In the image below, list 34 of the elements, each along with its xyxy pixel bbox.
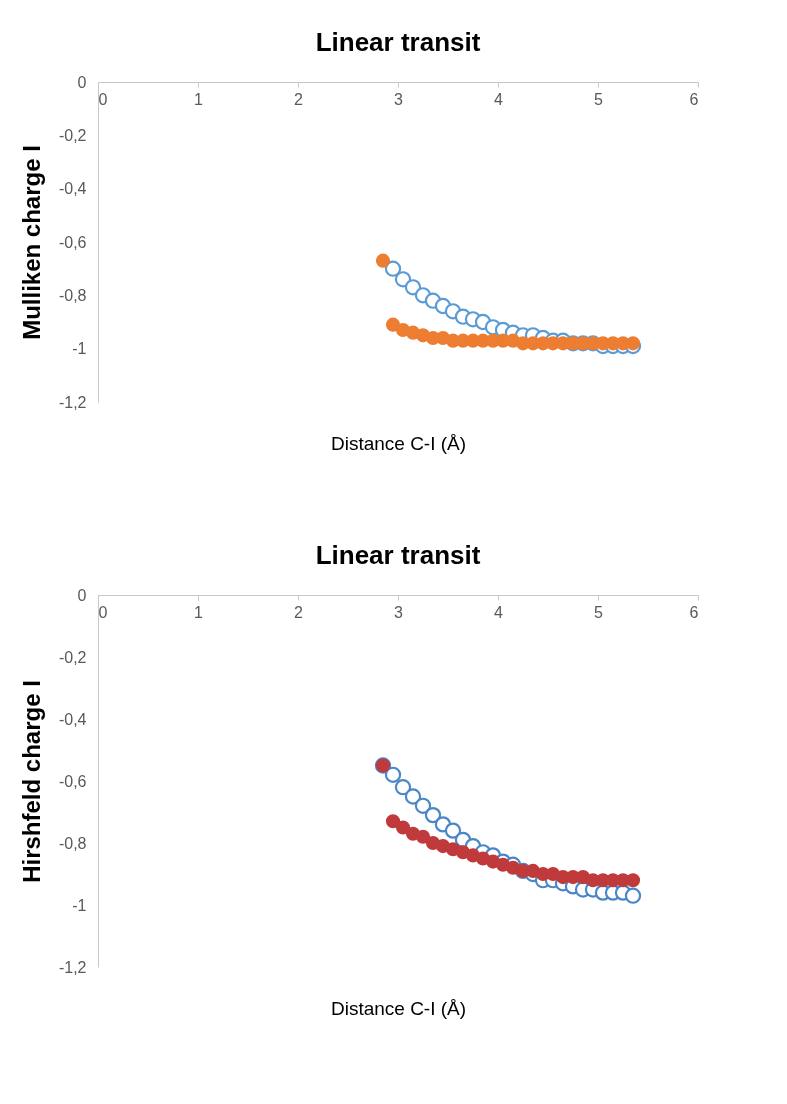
x-tick-label: 5 [594, 90, 604, 108]
y-tick-label: -1 [72, 340, 87, 358]
y-tick-label: -0,6 [58, 772, 87, 790]
x-tick-label: 3 [394, 603, 404, 621]
y-tick-label: -1,2 [58, 393, 87, 411]
y-tick-label: -0,8 [58, 834, 87, 852]
y-tick-label: -1 [72, 896, 87, 914]
x-tick-label: 5 [594, 603, 604, 621]
chart-title: Linear transit [315, 27, 481, 57]
x-axis-title: Distance C-I (Å) [330, 432, 467, 454]
x-tick-label: 1 [194, 90, 204, 108]
y-tick-label: -0,2 [58, 648, 87, 666]
x-axis-title: Distance C-I (Å) [330, 997, 467, 1019]
y-axis-title: Mulliken charge I [17, 145, 45, 340]
x-tick-label: 2 [294, 90, 304, 108]
y-tick-label: -0,2 [58, 126, 87, 144]
chart-title: Linear transit [315, 540, 481, 570]
x-tick-label: 1 [194, 603, 204, 621]
y-tick-label: 0 [77, 73, 87, 91]
y-tick-label: -0,8 [58, 286, 87, 304]
x-tick-label: 3 [394, 90, 404, 108]
y-tick-label: 0 [77, 586, 87, 604]
x-tick-label: 4 [494, 603, 504, 621]
y-tick-label: -0,4 [58, 710, 87, 728]
x-tick-label: 0 [98, 90, 108, 108]
x-tick-label: 6 [689, 603, 699, 621]
x-tick-label: 2 [294, 603, 304, 621]
y-tick-label: -1,2 [58, 958, 87, 976]
y-axis-title: Hirshfeld charge I [17, 680, 45, 883]
x-tick-label: 0 [98, 603, 108, 621]
x-tick-label: 4 [494, 90, 504, 108]
x-tick-label: 6 [689, 90, 699, 108]
y-tick-label: -0,4 [58, 180, 87, 198]
y-tick-label: -0,6 [58, 233, 87, 251]
